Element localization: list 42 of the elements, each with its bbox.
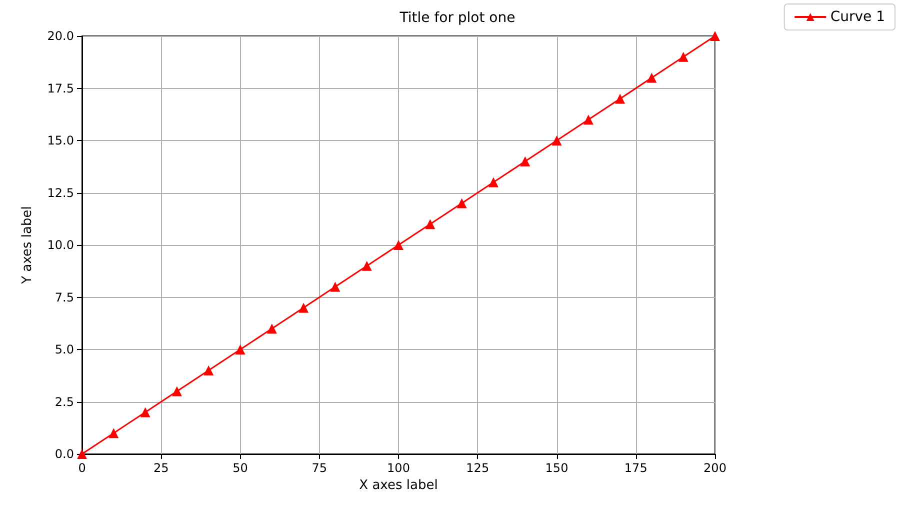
point (266, 324, 277, 334)
x-axis-title: X axes label (359, 478, 438, 493)
x-tick-label: 125 (466, 461, 490, 475)
y-tick-label: 0.0 (54, 447, 74, 461)
point (108, 428, 119, 438)
x-tick-label: 175 (624, 461, 648, 475)
point (330, 282, 340, 292)
point (394, 240, 404, 250)
point (235, 344, 246, 354)
point (456, 198, 467, 208)
x-tick-label: 25 (153, 461, 169, 475)
point (646, 72, 657, 83)
chart-title: Title for plot one (398, 10, 516, 26)
point (204, 365, 214, 376)
y-tick-label: 10.0 (47, 238, 74, 252)
point (710, 31, 720, 41)
point (298, 302, 309, 313)
point (678, 52, 688, 62)
x-tick-label: 200 (704, 461, 726, 475)
x-tick-label: 100 (387, 461, 410, 475)
x-tick-label: 50 (232, 461, 248, 475)
point (425, 219, 436, 230)
y-tick-label: 12.5 (47, 186, 74, 200)
y-tick-label: 2.5 (54, 394, 74, 409)
legend-label: Curve 1 (830, 9, 886, 25)
y-tick-label: 17.5 (47, 81, 74, 96)
point (140, 407, 150, 418)
y-axis-title: Y axes label (20, 206, 35, 285)
point (172, 386, 182, 396)
point (615, 94, 626, 104)
point (520, 156, 530, 166)
y-tick-label: 20.0 (47, 29, 74, 43)
y-tick-label: 15.0 (47, 134, 74, 148)
y-tick-label: 5.0 (54, 342, 74, 356)
y-tick-label: 7.5 (54, 290, 74, 304)
point (488, 177, 498, 188)
x-tick-label: 0 (78, 461, 86, 475)
x-tick-label: 150 (545, 461, 568, 475)
point (362, 260, 372, 271)
x-tick-label: 75 (312, 461, 328, 475)
point (552, 136, 562, 146)
point (583, 114, 594, 125)
